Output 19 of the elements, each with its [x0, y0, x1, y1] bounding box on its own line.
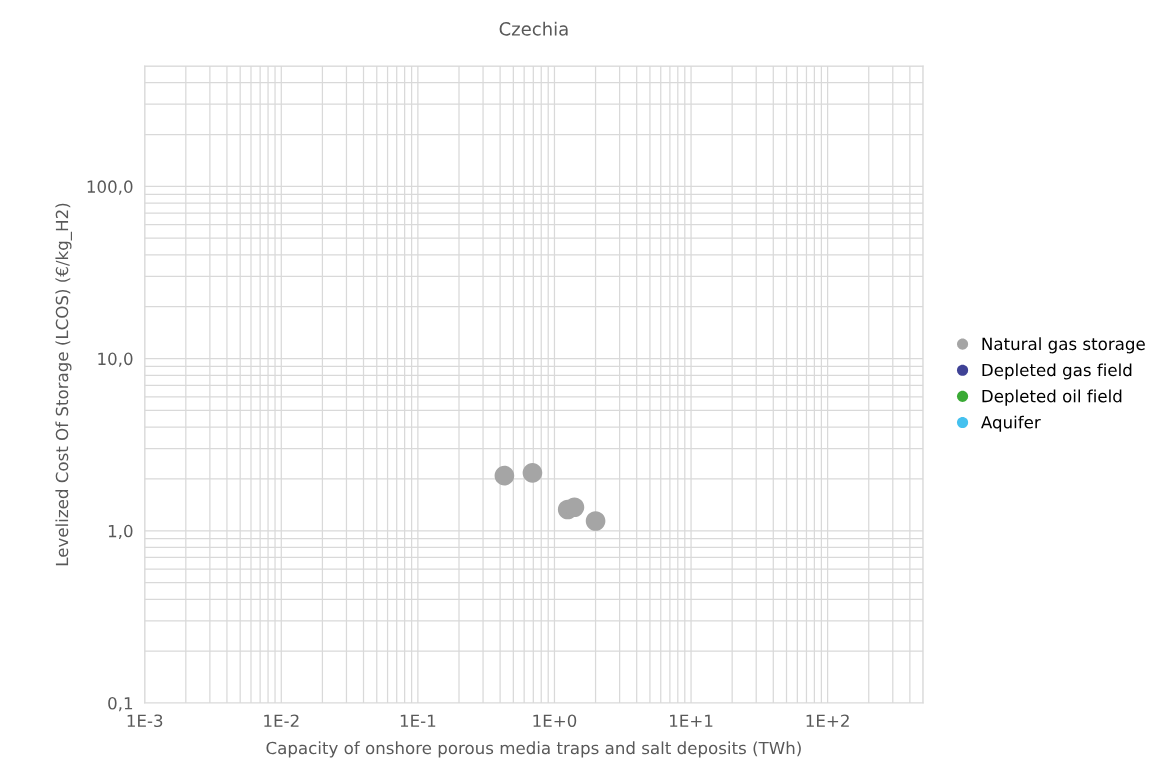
x-tick-label: 1E+0: [533, 714, 577, 728]
point: [522, 463, 543, 483]
y-axis-title: Levelized Cost Of Storage (LCOS) (€/kg_H2): [55, 203, 72, 566]
point: [585, 511, 606, 531]
y-tick-label: 1,0: [108, 524, 133, 540]
y-tick-label: 10,0: [98, 352, 133, 367]
chart-title: Czechia: [499, 21, 568, 36]
x-axis-title: Capacity of onshore porous media traps and salt deposits (TWh): [266, 741, 801, 758]
legend-label: Depleted gas field: [982, 363, 1132, 380]
x-tick-label: 1E-2: [264, 714, 299, 727]
x-tick-label: 1E-3: [127, 714, 163, 728]
x-tick-label: 1E+1: [670, 714, 713, 727]
y-tick-label: 100,0: [87, 180, 133, 195]
y-tick-label: 0,1: [108, 696, 133, 712]
x-tick-label: 1E+2: [806, 714, 849, 727]
legend-label: Natural gas storage: [982, 337, 1145, 354]
legend-label: Aquifer: [981, 415, 1041, 432]
x-tick-label: 1E-1: [400, 714, 436, 727]
legend-label: Depleted oil field: [982, 389, 1122, 406]
